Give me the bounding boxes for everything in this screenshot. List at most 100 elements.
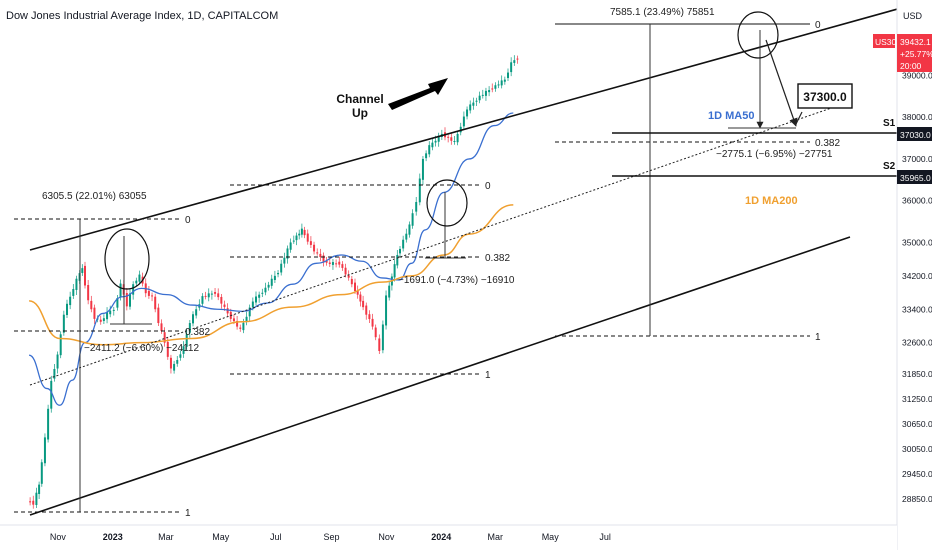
candle-body	[50, 380, 53, 409]
candle-body	[47, 408, 50, 440]
fib-left-0-label: 0	[185, 215, 191, 226]
channel-upper-line[interactable]	[29, 0, 931, 251]
candle-body	[239, 327, 242, 329]
candle-body	[160, 323, 163, 331]
price-tick-label: 37000.0	[902, 154, 932, 164]
candle-body	[69, 296, 72, 306]
last-price-change: +25.77%	[900, 49, 932, 59]
chart-title: Dow Jones Industrial Average Index, 1D, …	[6, 10, 278, 22]
time-tick-label: 2024	[431, 532, 451, 542]
price-tick-label: 31850.0	[902, 369, 932, 379]
price-axis[interactable]: USD 28850.0 29450.0 30050.0 30650.0 31250.0 3…	[873, 0, 932, 550]
target-callout-box[interactable]	[797, 83, 853, 109]
top-circle-mid[interactable]	[426, 179, 468, 227]
candle-body	[220, 296, 223, 304]
candle-body	[453, 140, 456, 142]
candle-body	[338, 261, 341, 265]
candle-body	[90, 300, 93, 310]
candle-body	[87, 285, 90, 301]
candle-body	[226, 308, 229, 314]
candle-body	[248, 307, 251, 317]
candle-body	[503, 79, 506, 82]
price-tick-label: 30650.0	[902, 419, 932, 429]
candle-body	[484, 90, 487, 96]
candle-body	[335, 263, 338, 265]
candle-body	[99, 319, 102, 322]
top-circle-right[interactable]	[737, 11, 779, 59]
measure-left-drop-label: −2411.2 (−6.60%) −24112	[84, 343, 199, 354]
candle-body	[374, 327, 377, 338]
time-tick-label: May	[212, 532, 230, 542]
price-axis-ticks: 28850.0 29450.0 30050.0 30650.0 31250.0 31850…	[902, 70, 932, 504]
candle-body	[223, 304, 226, 307]
candle-body	[132, 284, 135, 295]
candle-body	[270, 278, 273, 286]
candle-body	[478, 95, 481, 101]
candle-body	[166, 341, 169, 357]
candle-body	[283, 257, 286, 264]
candle-body	[169, 357, 172, 369]
candle-body	[59, 334, 62, 356]
candle-body	[157, 307, 160, 324]
last-price-value: 39432.1	[900, 37, 931, 47]
candle-body	[365, 305, 368, 315]
candle-body	[192, 314, 194, 324]
price-tick-label: 28850.0	[902, 494, 932, 504]
candle-body	[481, 94, 484, 96]
price-tick-label: 38000.0	[902, 112, 932, 122]
candle-body	[500, 80, 503, 86]
candle-body	[516, 58, 519, 60]
candle-body	[507, 72, 509, 79]
candle-body	[295, 235, 298, 241]
time-axis[interactable]: Nov 2023 Mar May Jul Sep Nov 2024 Mar May Jul	[0, 524, 897, 550]
candle-body	[494, 85, 497, 89]
last-price-time: 20:00	[900, 61, 922, 71]
channel-label-line1: Channel	[336, 92, 383, 106]
price-tick-label: 35000.0	[902, 237, 932, 247]
candle-body	[251, 301, 254, 308]
candle-body	[300, 228, 303, 235]
candle-body	[232, 318, 235, 322]
candle-body	[102, 318, 105, 321]
time-tick-label: 2023	[103, 532, 123, 542]
time-tick-label: Nov	[378, 532, 395, 542]
time-tick-label: Mar	[158, 532, 174, 542]
candle-body	[188, 323, 191, 333]
candle-body	[289, 242, 292, 250]
candle-body	[491, 88, 494, 90]
drawings-layer	[14, 0, 931, 516]
support-s2-label: S2	[883, 161, 896, 172]
candle-body	[138, 274, 141, 282]
candle-body	[84, 265, 86, 286]
candle-body	[204, 295, 207, 297]
price-tick-label: 31250.0	[902, 394, 932, 404]
candle-body	[418, 178, 421, 203]
s1-price-text: 37030.0	[900, 130, 931, 140]
target-callout-pointer	[795, 111, 803, 125]
channel-mid-line[interactable]	[29, 104, 841, 386]
candle-body	[359, 294, 362, 302]
time-tick-label: Jul	[599, 532, 611, 542]
candle-body	[344, 267, 347, 275]
measure-right-drop-label: −2775.1 (−6.95%) −27751	[716, 149, 833, 160]
channel-lower-line[interactable]	[29, 236, 851, 516]
candle-body	[354, 282, 356, 292]
candle-body	[368, 314, 371, 320]
candle-body	[292, 240, 295, 242]
candle-body	[236, 320, 239, 327]
candle-body	[135, 280, 138, 284]
candle-body	[280, 263, 283, 273]
candle-body	[341, 264, 344, 268]
time-axis-ticks: Nov 2023 Mar May Jul Sep Nov 2024 Mar May Jul	[50, 532, 611, 542]
candle-body	[399, 248, 401, 254]
candle-body	[179, 354, 182, 358]
candle-body	[408, 224, 411, 235]
candle-body	[214, 291, 217, 294]
top-circle-left[interactable]	[104, 228, 150, 290]
price-tick-label: 33400.0	[902, 304, 932, 314]
candle-body	[306, 233, 309, 242]
candle-body	[385, 295, 388, 326]
fib-mid-0382-label: 0.382	[485, 253, 510, 264]
candle-body	[273, 275, 276, 281]
